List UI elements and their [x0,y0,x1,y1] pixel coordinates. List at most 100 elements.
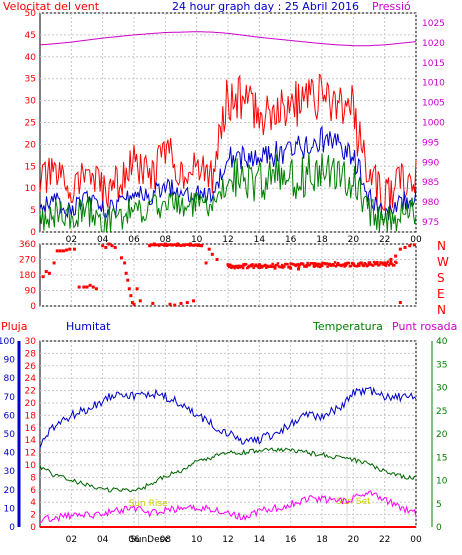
y-tick-label: 0 [30,302,36,312]
direction-point [188,244,192,247]
y-tick-label: 25 [25,119,36,129]
x-tick-label: 20 [348,535,360,545]
y-tick-label: 50 [25,9,37,19]
direction-point [82,285,86,289]
direction-point [308,263,311,267]
dew-point-label: Punt rosada [392,320,457,333]
direction-point [167,243,170,247]
x-tick-label: 22 [379,235,390,245]
direction-point [237,264,241,268]
y-tick-label: 20 [25,399,37,409]
y-tick-label: 985 [422,178,439,188]
y-tick-label: 1020 [422,39,445,49]
y-tick-label: 2 [30,511,36,521]
y-tick-label: 1000 [422,119,445,129]
compass-letter: E [437,287,445,301]
direction-point [319,265,322,269]
direction-point [398,247,402,251]
direction-point [91,285,95,289]
y-tick-label: 26 [25,362,37,372]
x-tick-label: 20 [348,235,360,245]
y-tick-label: 16 [25,424,37,434]
direction-point [334,264,338,268]
series-line-min [39,153,417,233]
direction-point [153,243,157,247]
y-tick-label: 980 [422,198,439,208]
y-tick-label: 6 [30,486,36,496]
y-tick-label: 1005 [422,99,445,109]
direction-point [398,301,402,305]
direction-point [279,265,283,269]
direction-point [175,244,178,247]
direction-point [328,262,332,266]
y-tick-label: 30 [4,467,16,477]
direction-point [104,245,108,249]
x-tick-label: 10 [191,535,203,545]
wind-speed-label: Velocitat del vent [3,0,100,13]
compass-letter: S [437,271,445,285]
direction-point [372,260,376,264]
direction-point [77,285,81,289]
direction-point [247,266,250,269]
direction-point [138,299,142,303]
annotation-label: Sun Set [336,497,371,507]
y-tick-label: 0 [30,523,36,533]
y-tick-label: 25 [436,407,447,417]
direction-point [44,270,48,274]
direction-point [183,244,186,247]
direction-point [271,262,274,266]
direction-point [72,247,76,251]
direction-point [157,244,161,247]
direction-point [197,244,201,247]
direction-point [241,266,245,270]
direction-point [172,243,176,246]
direction-point [378,263,381,266]
series-line-pressure [39,31,417,47]
y-tick-label: 0 [9,523,15,533]
direction-point [191,243,194,247]
direction-point [151,243,154,247]
direction-point [270,265,273,268]
x-tick-label: 16 [285,535,297,545]
direction-point [228,265,231,269]
direction-point [232,265,235,269]
direction-point [215,258,219,261]
direction-point [171,244,174,247]
y-tick-label: 10 [436,477,448,487]
y-tick-label: 995 [422,138,439,148]
direction-point [165,244,169,247]
direction-point [288,265,291,269]
direction-point [317,262,321,266]
direction-point [193,243,197,246]
direction-point [296,263,300,266]
compass-letter: N [437,303,446,317]
y-tick-label: 10 [25,461,37,471]
rain-label: Pluja [1,320,27,333]
direction-point [389,260,393,263]
direction-point [233,266,236,270]
y-tick-label: 70 [4,393,16,403]
direction-point [199,243,202,247]
direction-point [119,256,123,260]
direction-point [195,243,198,247]
y-tick-label: 8 [30,473,36,483]
direction-point [176,243,180,247]
direction-point [187,243,190,246]
y-tick-label: 180 [19,271,36,281]
direction-point [371,264,375,267]
direction-point [408,244,412,248]
direction-point [236,266,240,270]
direction-point [204,261,208,265]
y-tick-label: 90 [25,287,37,297]
direction-point [123,261,127,265]
direction-point [68,247,72,251]
direction-point [180,244,184,247]
y-tick-label: 10 [4,504,16,514]
y-tick-label: 1015 [422,59,445,69]
direction-point [313,262,317,265]
direction-point [259,264,263,268]
direction-point [362,264,365,268]
direction-point [376,260,379,264]
direction-point [306,261,309,265]
y-tick-label: 5 [30,206,36,216]
